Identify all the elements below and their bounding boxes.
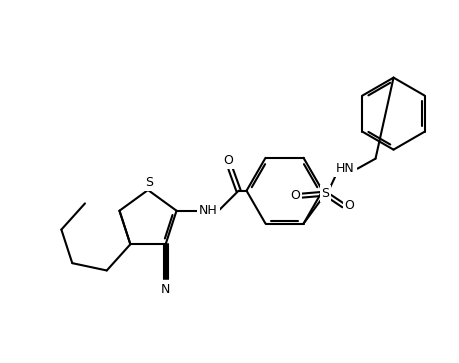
Text: S: S — [145, 176, 153, 189]
Text: HN: HN — [336, 162, 354, 175]
Text: O: O — [344, 199, 354, 212]
Text: N: N — [161, 283, 170, 296]
Text: S: S — [321, 187, 329, 200]
Text: O: O — [290, 189, 300, 202]
Text: NH: NH — [199, 204, 218, 217]
Text: O: O — [223, 154, 233, 167]
